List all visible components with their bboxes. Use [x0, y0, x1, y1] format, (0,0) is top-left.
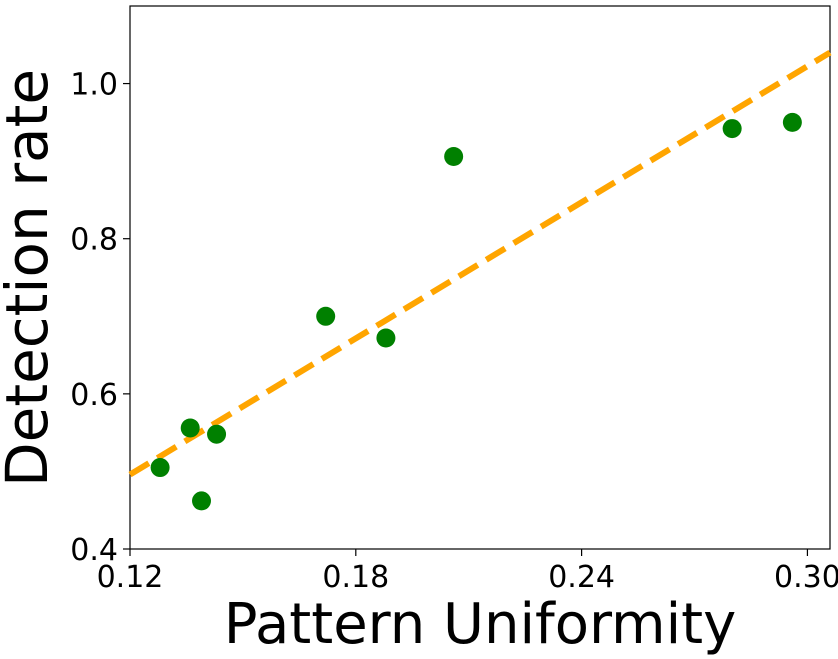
data-point — [207, 424, 227, 444]
y-axis-title: Detection rate — [0, 69, 61, 487]
y-tick-label: 1.0 — [70, 68, 118, 103]
y-tick-label: 0.4 — [70, 533, 118, 568]
data-point — [376, 328, 396, 348]
data-point — [150, 458, 170, 478]
data-points-layer — [150, 112, 802, 511]
data-point — [316, 306, 336, 326]
data-point — [722, 119, 742, 139]
x-tick-label: 0.24 — [548, 560, 615, 595]
y-tick-label: 0.6 — [70, 378, 118, 413]
data-point — [180, 418, 200, 438]
trend-line-layer — [128, 49, 832, 478]
data-point — [192, 491, 212, 511]
y-tick-label: 0.8 — [70, 223, 118, 258]
x-axis-title: Pattern Uniformity — [224, 592, 737, 657]
x-axis: 0.12 0.18 0.24 0.30 — [97, 549, 838, 595]
plot-area — [129, 5, 831, 550]
x-tick-label: 0.30 — [774, 560, 838, 595]
x-tick-label: 0.18 — [322, 560, 389, 595]
data-point — [444, 146, 464, 166]
data-point — [782, 112, 802, 132]
y-axis: 0.4 0.6 0.8 1.0 — [70, 68, 130, 568]
trend-line — [128, 49, 832, 478]
x-tick-label: 0.12 — [97, 560, 164, 595]
